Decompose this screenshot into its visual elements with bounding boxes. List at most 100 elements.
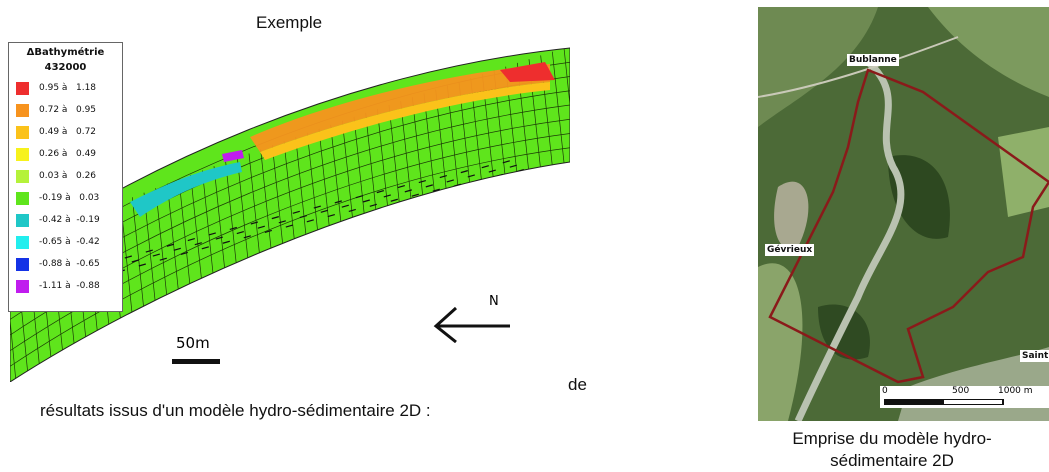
mesh-line: [400, 101, 414, 216]
mesh-line: [213, 166, 227, 282]
aerial-map: [758, 7, 1049, 421]
velocity-vector: [173, 247, 181, 251]
velocity-vector: [348, 208, 356, 213]
scale-bar: [172, 359, 220, 364]
legend-row: 0.72 à 0.95: [9, 99, 122, 121]
legend-title: ΔBathymétrie: [26, 47, 105, 58]
velocity-vector: [446, 179, 454, 183]
velocity-vector: [243, 235, 251, 239]
legend-row: 0.95 à 1.18: [9, 77, 122, 99]
velocity-vector: [264, 229, 272, 233]
velocity-vector: [208, 232, 216, 236]
mesh-line: [365, 112, 379, 227]
velocity-vector: [222, 240, 230, 244]
mesh-line: [295, 136, 309, 252]
mesh-line: [388, 104, 402, 220]
legend-row: 0.03 à 0.26: [9, 165, 122, 187]
legend-row: -0.42 à -0.19: [9, 209, 122, 231]
legend-row: -0.88 à -0.65: [9, 253, 122, 275]
velocity-vector: [166, 243, 174, 247]
deposit-zone-red: [500, 62, 555, 82]
map-caption: Emprise du modèle hydro-sédimentaire 2D: [792, 429, 992, 470]
velocity-vector: [159, 257, 167, 261]
velocity-vector: [292, 210, 300, 214]
legend-range: 0.03 à 0.26: [39, 171, 97, 181]
river-channel: [794, 59, 905, 421]
velocity-vector: [131, 259, 139, 263]
velocity-vector: [306, 219, 314, 223]
legend-swatch: [16, 279, 29, 293]
velocity-vector: [516, 169, 524, 173]
legend-swatch: [16, 235, 29, 249]
legend-row: -1.11 à -0.88: [9, 275, 122, 297]
mesh-line: [248, 153, 262, 269]
mesh-line: [353, 116, 367, 231]
velocity-vector: [187, 237, 195, 242]
mesh-line: [551, 51, 565, 166]
velocity-vector: [369, 203, 377, 207]
deposit-zone-orange: [250, 64, 550, 152]
velocity-vector: [124, 255, 132, 259]
figure-caption: résultats issus d'un modèle hydro-sédime…: [40, 401, 431, 420]
mesh-line: [260, 149, 274, 265]
model-boundary: [768, 68, 1049, 384]
velocity-vector: [180, 251, 188, 256]
deposit-zone-yellow: [260, 82, 550, 160]
legend-range: 0.49 à 0.72: [39, 127, 97, 137]
velocity-vector: [236, 231, 244, 235]
mesh-line: [201, 170, 215, 287]
velocity-vector: [432, 188, 440, 192]
legend-range: -1.11 à -0.88: [39, 281, 100, 291]
velocity-vector: [488, 169, 496, 173]
place-label-saint: Saint: [1020, 350, 1049, 362]
mesh-line: [423, 93, 437, 208]
legend-swatch: [16, 257, 29, 271]
velocity-vector: [313, 205, 321, 209]
mesh-line: [10, 133, 570, 352]
erosion-zone-purple: [222, 150, 244, 162]
velocity-vector: [250, 221, 258, 225]
velocity-vector: [418, 179, 426, 184]
legend-swatch: [16, 147, 29, 161]
velocity-vector: [215, 236, 223, 240]
scale-mid: 500: [952, 386, 970, 396]
mesh-line: [236, 157, 250, 273]
legend-row: 0.49 à 0.72: [9, 121, 122, 143]
velocity-vector: [334, 200, 342, 204]
scale-end: 1000 m: [998, 386, 1033, 396]
mesh-line: [166, 183, 180, 300]
velocity-vector: [439, 174, 447, 179]
legend-row: -0.19 à 0.03: [9, 187, 122, 209]
velocity-vector: [390, 198, 398, 202]
mesh-line: [563, 48, 570, 163]
velocity-vector: [341, 204, 349, 208]
scale-label: 50m: [176, 334, 210, 352]
velocity-vector: [138, 263, 146, 267]
velocity-vector: [145, 249, 153, 253]
legend-range: -0.65 à -0.42: [39, 237, 100, 247]
place-label-gevrieux: Gévrieux: [765, 244, 815, 256]
velocity-vector: [397, 184, 405, 189]
legend-row: -0.65 à -0.42: [9, 231, 122, 253]
bathymetry-legend: ΔBathymétrie 432000 0.95 à 1.18 0.72 à 0.…: [8, 42, 123, 312]
velocity-vector: [271, 216, 279, 220]
velocity-vector: [327, 214, 335, 218]
velocity-vector: [502, 160, 510, 164]
mesh-line: [411, 97, 425, 212]
mesh-line: [10, 256, 17, 382]
river-band: [10, 47, 570, 382]
velocity-vector: [320, 209, 328, 213]
north-arrow-icon: [433, 306, 510, 343]
erosion-zone-cyan: [130, 162, 242, 217]
velocity-vector: [362, 199, 370, 203]
mesh-line: [131, 197, 145, 315]
mesh-line: [155, 188, 169, 305]
mesh-line: [318, 128, 332, 244]
north-label: N: [489, 294, 499, 309]
velocity-vector: [425, 184, 433, 188]
velocity-vector: [257, 225, 265, 229]
legend-range: -0.42 à -0.19: [39, 215, 100, 225]
legend-row: 0.26 à 0.49: [9, 143, 122, 165]
mesh-line: [283, 141, 297, 256]
velocity-vector: [376, 190, 384, 194]
